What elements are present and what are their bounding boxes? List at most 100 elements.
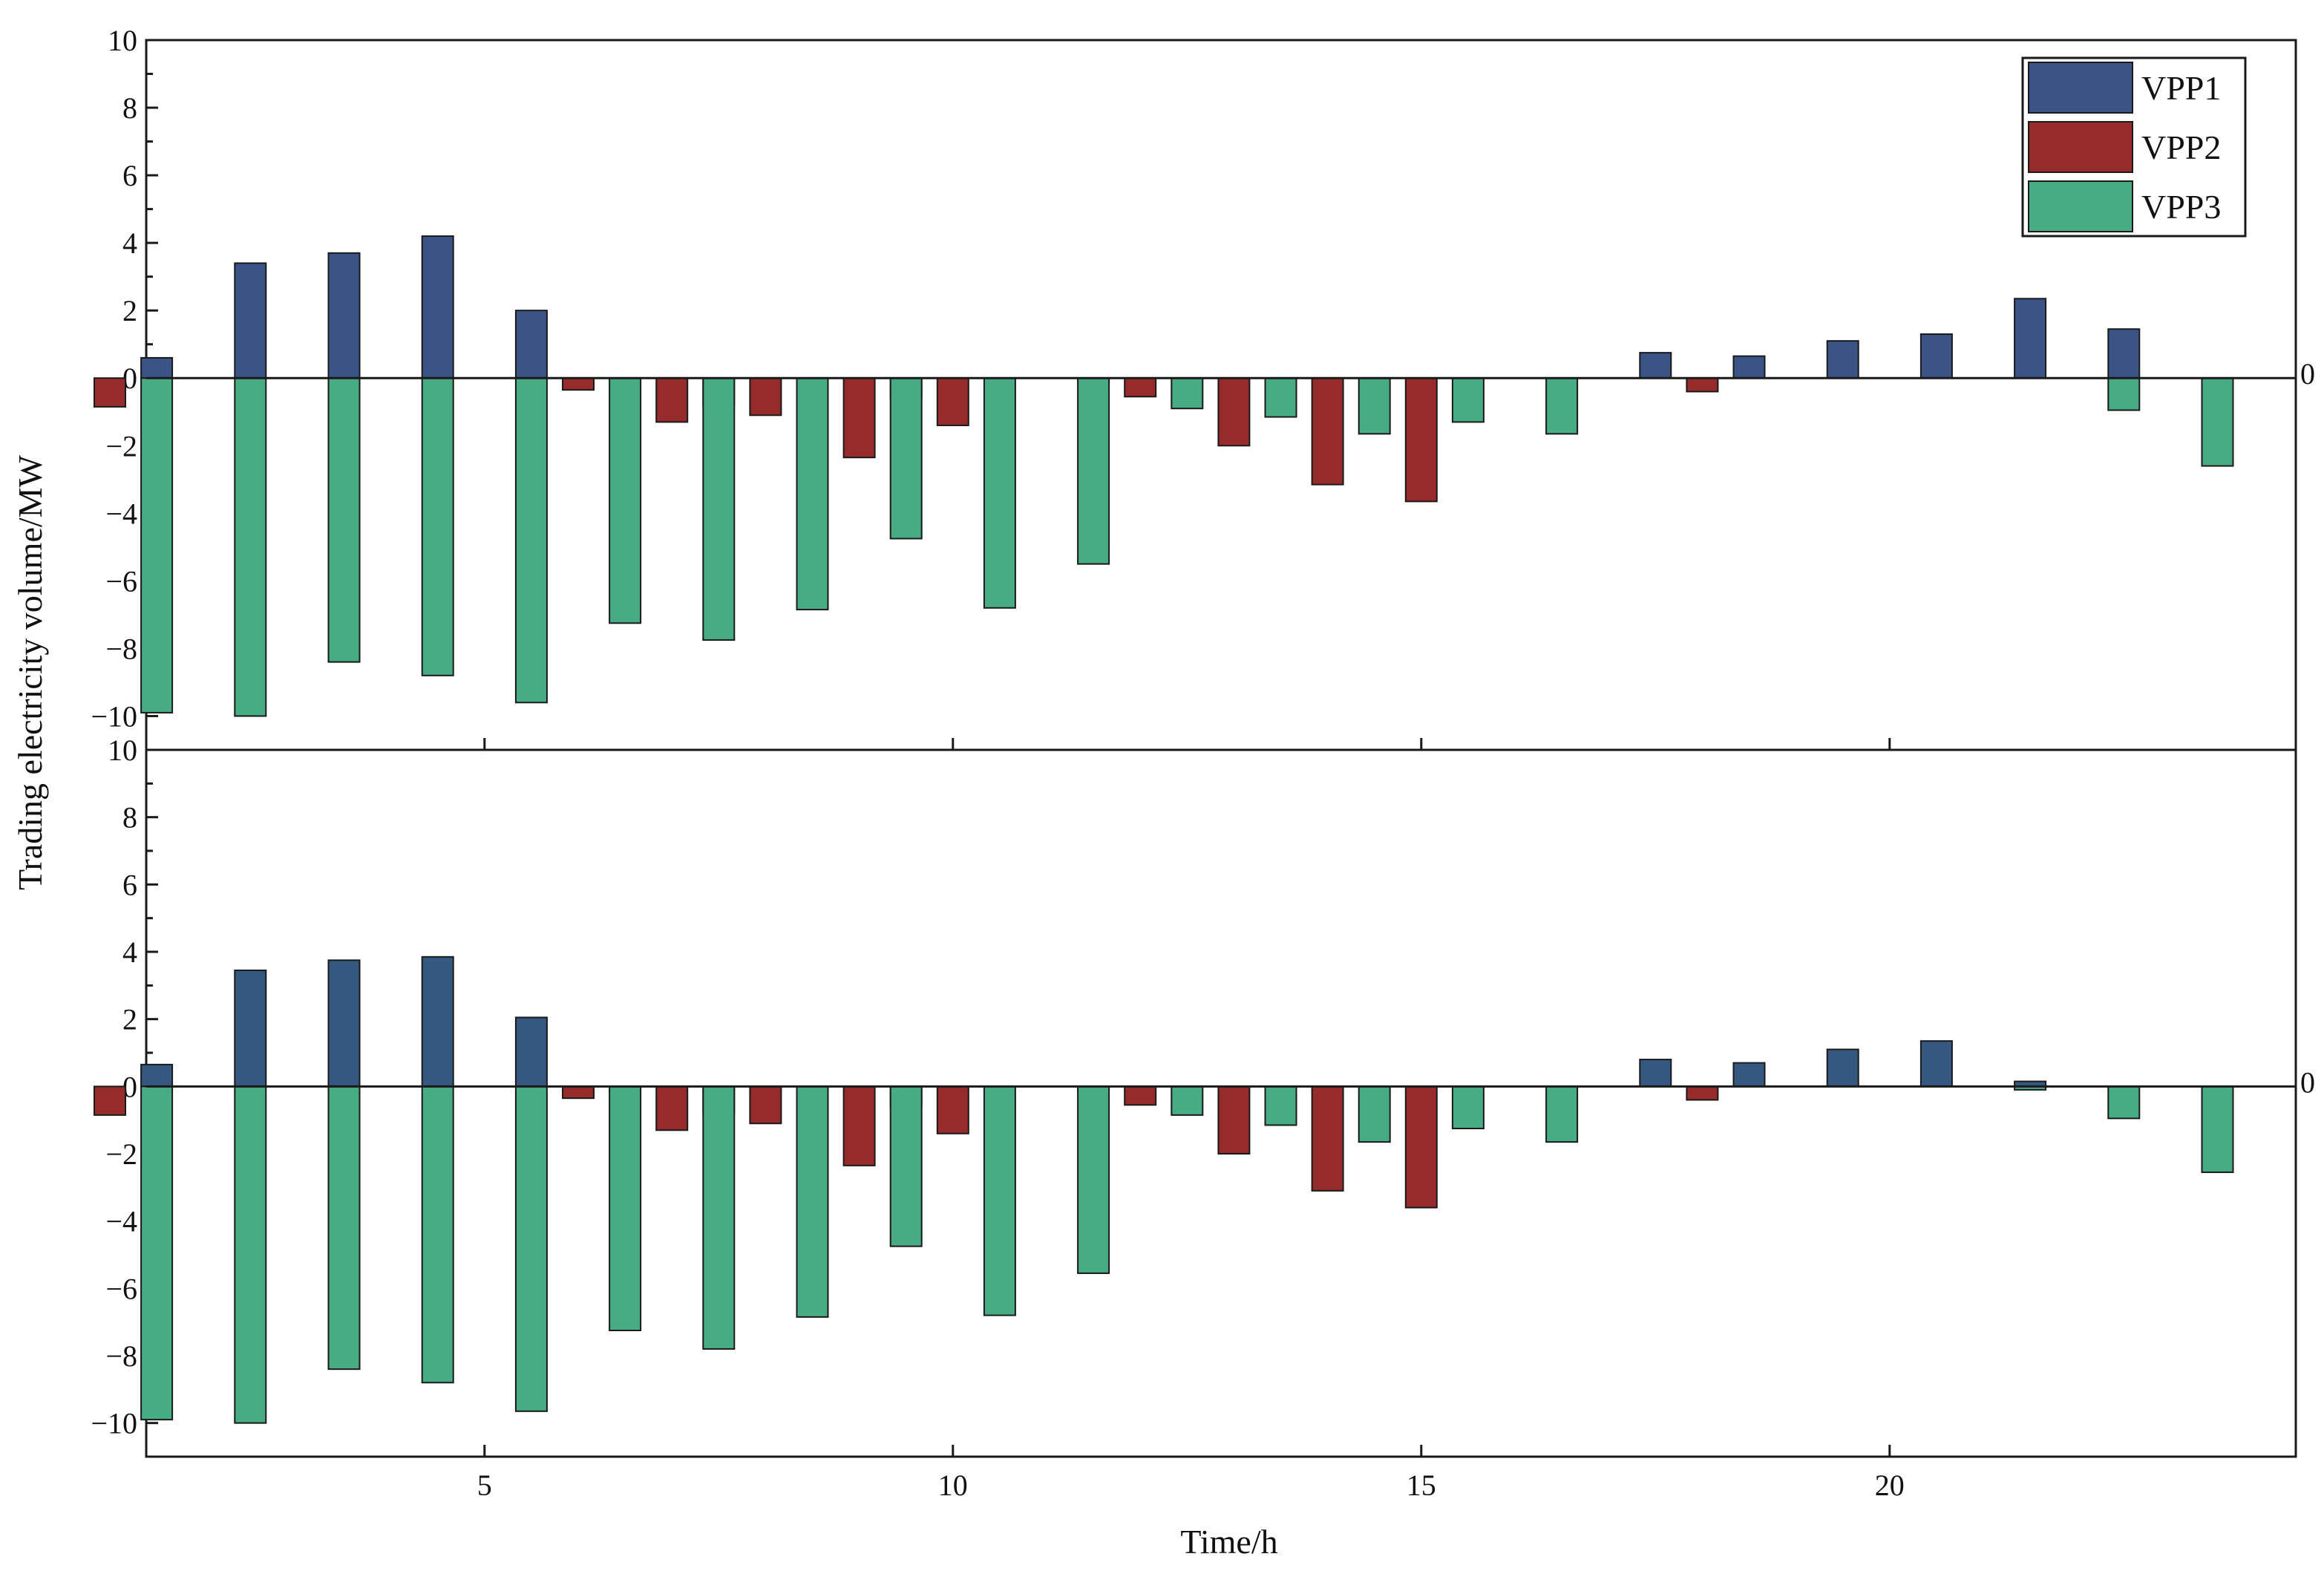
bar-top-vpp2-h10 [936, 377, 969, 426]
legend-label-vpp2: VPP2 [2141, 128, 2221, 166]
bar-top-vpp2-h12 [1124, 377, 1157, 398]
bar-top-vpp2-h9 [842, 377, 876, 459]
bar-top-vpp2-h8 [749, 377, 782, 417]
bar-top-vpp3-h11 [1077, 377, 1110, 565]
bar-top-vpp2-h14 [1311, 377, 1344, 486]
y-tick-label-top: −6 [105, 564, 137, 598]
bar-top-vpp1-h18 [1639, 352, 1672, 379]
bar-top-vpp2-h13 [1217, 377, 1251, 447]
bar-bottom-vpp3-h16 [1545, 1085, 1579, 1143]
bar-top-vpp3-h10 [983, 377, 1016, 609]
bar-bottom-vpp1-h4 [327, 959, 361, 1088]
bar-bottom-vpp1-h18 [1639, 1059, 1672, 1088]
bar-bottom-vpp2-h13 [1217, 1085, 1251, 1155]
y-tick-label-bottom: −8 [105, 1339, 137, 1373]
y-tick-label-bottom: −2 [105, 1137, 137, 1171]
bar-bottom-vpp2-h10 [936, 1085, 969, 1134]
bar-top-vpp3-h2 [234, 377, 267, 717]
bar-top-vpp3-h16 [1545, 377, 1579, 435]
bar-bottom-vpp1-h21 [1919, 1040, 1953, 1088]
bar-top-vpp1-h19 [1732, 355, 1766, 379]
legend-label-vpp3: VPP3 [2141, 188, 2221, 226]
y-tick-label-bottom: −6 [105, 1272, 137, 1305]
bar-top-vpp3-h22 [2107, 377, 2141, 411]
bar-top-vpp2-h18 [1686, 377, 1719, 393]
bar-bottom-vpp3-h8 [796, 1085, 829, 1318]
y-tick-label-top: 8 [122, 91, 137, 125]
y-tick-label-top: −8 [105, 632, 137, 665]
bar-bottom-vpp3-h9 [889, 1085, 923, 1247]
bar-top-vpp3-h5 [514, 377, 548, 704]
bar-bottom-vpp3-h5 [514, 1085, 548, 1412]
bar-bottom-vpp1-h20 [1826, 1048, 1859, 1088]
bar-top-vpp3-h3 [327, 377, 361, 663]
bar-bottom-vpp2-h8 [749, 1085, 782, 1125]
bar-bottom-vpp3-h6 [609, 1085, 642, 1332]
bar-bottom-vpp1-h19 [1732, 1062, 1766, 1088]
x-tick-label: 5 [477, 1469, 492, 1502]
bar-bottom-vpp2-h14 [1311, 1085, 1344, 1192]
bar-bottom-vpp1-h5 [421, 956, 454, 1088]
bar-bottom-vpp2-h1 [94, 1085, 126, 1116]
bar-bottom-vpp2-h18 [1686, 1085, 1719, 1101]
bar-top-vpp3-h9 [889, 377, 923, 540]
bar-top-vpp3-h8 [796, 377, 829, 611]
bar-bottom-vpp2-h15 [1404, 1085, 1438, 1209]
bar-bottom-vpp3-h11 [1077, 1085, 1110, 1274]
y-axis-title: Trading electricity volume/MW [11, 454, 49, 890]
bar-top-vpp1-h23 [2107, 328, 2141, 379]
bar-top-vpp1-h20 [1826, 340, 1859, 379]
bar-top-vpp2-h15 [1404, 377, 1438, 503]
y-tick-label-bottom: 6 [122, 868, 137, 901]
x-tick-label: 20 [1875, 1469, 1905, 1502]
bar-bottom-vpp3-h22 [2107, 1085, 2141, 1120]
bar-bottom-vpp3-h13 [1264, 1085, 1297, 1126]
bar-bottom-vpp3-h3 [327, 1085, 361, 1371]
bar-bottom-vpp3-h2 [234, 1085, 267, 1424]
bar-top-vpp1-h22 [2014, 298, 2047, 379]
bar-top-vpp2-h6 [562, 377, 595, 391]
bar-top-vpp3-h4 [421, 377, 454, 676]
bar-bottom-vpp1-h3 [234, 969, 267, 1088]
bar-top-vpp1-h6 [514, 310, 548, 379]
x-tick-label: 10 [938, 1469, 968, 1502]
legend-label-vpp1: VPP1 [2141, 69, 2221, 107]
y-tick-label-bottom: 2 [122, 1003, 137, 1036]
bar-top-vpp3-h1 [140, 377, 174, 713]
y-tick-label-bottom: 4 [122, 935, 137, 969]
x-axis-title: Time/h [1180, 1523, 1277, 1561]
bar-bottom-vpp2-h7 [655, 1085, 689, 1131]
zero-line-end-label-bottom: 0 [2300, 1065, 2315, 1099]
bar-bottom-vpp2-h12 [1124, 1085, 1157, 1106]
bar-top-vpp2-h1 [94, 377, 126, 408]
bar-bottom-vpp3-h15 [1451, 1085, 1485, 1130]
bar-bottom-vpp1-h2 [140, 1063, 174, 1088]
bar-top-vpp1-h5 [421, 235, 454, 379]
y-tick-label-top: 6 [122, 159, 137, 192]
x-tick-label: 15 [1407, 1469, 1436, 1502]
bar-bottom-vpp3-h12 [1171, 1085, 1204, 1116]
bar-bottom-vpp3-h14 [1358, 1085, 1391, 1143]
y-tick-label-top: 4 [122, 226, 137, 260]
y-tick-label-top: −2 [105, 429, 137, 463]
legend-swatch-vpp1 [2028, 62, 2133, 114]
legend-swatch-vpp2 [2028, 121, 2133, 173]
y-tick-label-bottom: −10 [91, 1407, 137, 1440]
bar-top-vpp3-h12 [1171, 377, 1204, 410]
bar-top-vpp3-h14 [1358, 377, 1391, 435]
bar-top-vpp3-h13 [1264, 377, 1297, 418]
bar-bottom-vpp3-h4 [421, 1085, 454, 1384]
bar-bottom-vpp3-h7 [702, 1085, 736, 1350]
bar-top-vpp1-h21 [1919, 333, 1953, 379]
bar-bottom-vpp2-h9 [842, 1085, 876, 1166]
y-tick-label-bottom: 10 [108, 734, 137, 767]
bar-top-vpp1-h3 [234, 262, 267, 379]
bar-top-vpp3-h6 [609, 377, 642, 624]
bar-bottom-vpp3-h23 [2201, 1085, 2234, 1173]
bar-bottom-vpp2-h6 [562, 1085, 595, 1100]
y-tick-label-bottom: −4 [105, 1205, 137, 1238]
y-tick-label-top: −10 [91, 699, 137, 733]
bar-top-vpp3-h15 [1451, 377, 1485, 423]
